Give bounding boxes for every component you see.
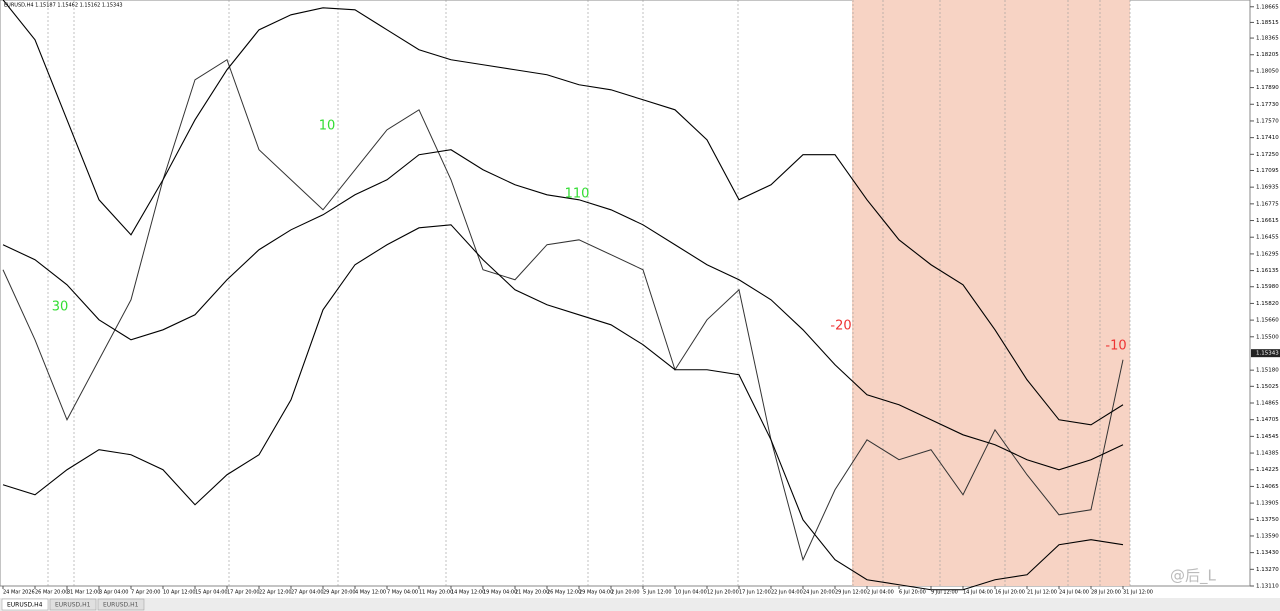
watermark: @后_L [1170,567,1217,586]
y-tick-label: 1.16455 [1256,235,1279,241]
current-price-box [1251,349,1280,358]
x-tick-label: 4 May 12:00 [355,590,386,596]
band-line [2,0,1124,426]
y-tick-label: 1.14385 [1256,451,1279,457]
x-tick-label: 2 Jul 04:00 [867,590,894,596]
y-tick-label: 1.13430 [1256,550,1279,556]
x-tick-label: 24 Jul 04:00 [1059,590,1089,596]
x-tick-label: 22 Jun 04:00 [771,590,803,596]
y-tick-label: 1.16295 [1256,251,1279,257]
y-tick-label: 1.18050 [1256,68,1279,74]
x-tick-label: 22 Apr 12:00 [259,590,292,596]
x-tick-label: 11 May 20:00 [419,590,453,596]
x-tick-label: 2 Jun 20:00 [611,590,640,596]
y-tick-label: 1.13905 [1256,501,1279,507]
y-tick-label: 1.15025 [1256,384,1279,390]
current-price-label: 1.15343 [1256,351,1279,357]
band-line [2,224,1124,591]
x-tick-label: 29 Apr 20:00 [323,590,356,596]
x-tick-label: 7 May 04:00 [387,590,418,596]
x-tick-label: 7 Apr 20:00 [131,590,160,596]
annotation: 10 [319,119,336,134]
x-tick-label: 21 Jul 12:00 [1027,590,1057,596]
y-tick-label: 1.15500 [1256,334,1279,340]
x-tick-label: 26 May 12:00 [547,590,581,596]
tab[interactable] [1,598,49,611]
annotation: 30 [52,300,69,315]
y-tick-label: 1.13750 [1256,517,1279,523]
header: EURUSD,H4 1.15187 1.15462 1.15162 1.1534… [4,3,123,9]
x-tick-label: 14 May 12:00 [451,590,485,596]
price-line [2,58,1124,562]
y-tick-label: 1.13270 [1256,567,1279,573]
tab[interactable] [97,598,145,611]
y-tick-label: 1.14545 [1256,434,1279,440]
y-tick-label: 1.17095 [1256,168,1279,174]
x-tick-label: 10 Apr 12:00 [163,590,196,596]
x-tick-label: 12 Jun 20:00 [707,590,739,596]
x-tick-label: 27 Apr 04:00 [291,590,324,596]
y-tick-label: 1.16615 [1256,218,1279,224]
y-tick-label: 1.17890 [1256,85,1279,91]
y-tick-label: 1.13590 [1256,533,1279,539]
x-tick-label: 5 Jun 12:00 [643,590,672,596]
y-tick-label: 1.15820 [1256,301,1279,307]
y-tick-label: 1.18515 [1256,20,1279,26]
x-tick-label: 24 Jun 20:00 [803,590,835,596]
y-tick-label: 1.18665 [1256,4,1279,10]
x-tick-label: 16 Jul 20:00 [995,590,1025,596]
y-tick-label: 1.16775 [1256,201,1279,207]
y-tick-label: 1.17570 [1256,118,1279,124]
y-tick-label: 1.17250 [1256,152,1279,158]
y-tick-label: 1.14865 [1256,401,1279,407]
y-tick-label: 1.17730 [1256,102,1279,108]
annotation: 110 [565,187,590,202]
x-tick-label: 21 May 20:00 [515,590,549,596]
tab-label[interactable]: EURUSD,H1 [55,602,91,609]
y-tick-label: 1.17410 [1256,135,1279,141]
y-tick-label: 1.14225 [1256,467,1279,473]
x-tick-label: 19 May 04:00 [483,590,517,596]
annotation: -10 [1105,339,1126,354]
y-tick-label: 1.15980 [1256,284,1279,290]
x-tick-label: 14 Jul 04:00 [963,590,993,596]
x-tick-label: 9 Jul 12:00 [931,590,958,596]
tab-bar [0,598,1280,611]
x-tick-label: 17 Apr 20:00 [227,590,260,596]
shaded-region [852,0,1130,586]
x-tick-label: 29 Jun 12:00 [835,590,867,596]
tab-label[interactable]: EURUSD,H1 [103,602,139,609]
y-tick-label: 1.18205 [1256,52,1279,58]
x-tick-label: 24 Mar 2026 [3,590,35,596]
x-tick-label: 28 Jul 20:00 [1091,590,1121,596]
y-tick-label: 1.14065 [1256,484,1279,490]
y-tick-label: 1.15180 [1256,368,1279,374]
x-tick-label: 29 May 04:00 [579,590,613,596]
x-tick-label: 10 Jun 04:00 [675,590,707,596]
y-tick-label: 1.18365 [1256,36,1279,42]
tab[interactable] [49,598,97,611]
y-tick-label: 1.13110 [1256,584,1279,590]
y-tick-label: 1.14705 [1256,417,1279,423]
x-tick-label: 6 Jul 20:00 [899,590,926,596]
x-tick-label: 3 Apr 04:00 [99,590,128,596]
y-tick-label: 1.15660 [1256,318,1279,324]
x-tick-label: 31 Jul 12:00 [1123,590,1153,596]
y-tick-label: 1.16135 [1256,268,1279,274]
annotation: -20 [830,319,851,334]
band-line [2,149,1124,471]
x-tick-label: 17 Jun 12:00 [739,590,771,596]
x-tick-label: 15 Apr 04:00 [195,590,228,596]
x-tick-label: 31 Mar 12:00 [67,590,100,596]
x-tick-label: 26 Mar 20:00 [35,590,68,596]
tab-label[interactable]: EURUSD,H4 [7,602,43,609]
y-tick-label: 1.16935 [1256,185,1279,191]
